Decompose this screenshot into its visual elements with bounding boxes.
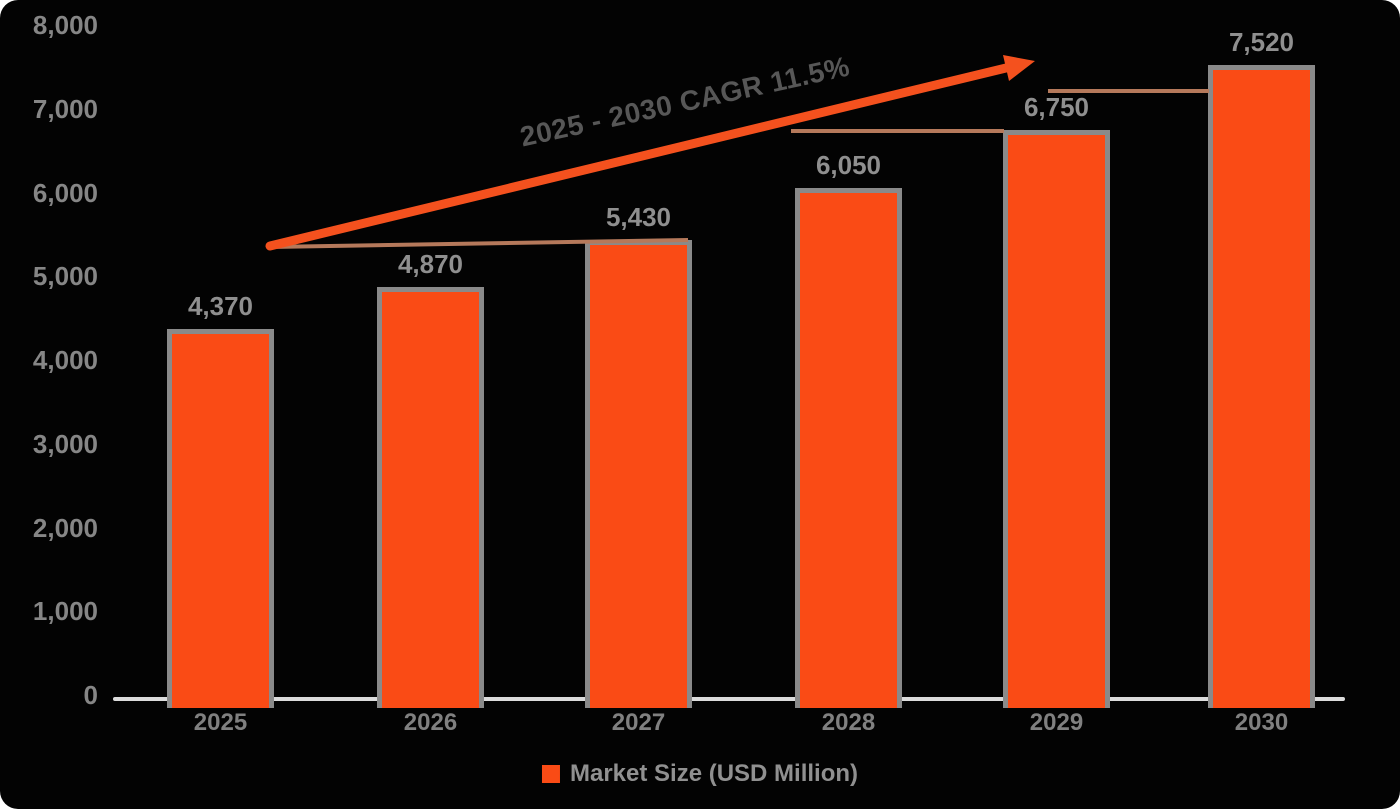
bar-2025 bbox=[167, 329, 274, 708]
x-axis-tick-label: 2028 bbox=[821, 709, 876, 736]
bar-value-label: 4,870 bbox=[397, 249, 464, 280]
legend: Market Size (USD Million) bbox=[541, 760, 859, 788]
x-axis-tick-label: 2030 bbox=[1234, 709, 1289, 736]
y-axis-tick-label: 6,000 bbox=[32, 177, 98, 208]
x-axis-line bbox=[113, 697, 1345, 701]
x-axis-tick-label: 2027 bbox=[611, 709, 666, 736]
y-axis-tick-label: 4,000 bbox=[32, 345, 98, 375]
bar-2028 bbox=[795, 188, 902, 708]
bar-value-label: 7,520 bbox=[1228, 27, 1295, 58]
bar-2029 bbox=[1003, 129, 1110, 708]
bar-2030 bbox=[1208, 65, 1315, 708]
x-axis-tick-label: 2029 bbox=[1029, 709, 1084, 736]
y-axis-tick-label: 7,000 bbox=[32, 93, 98, 124]
legend-swatch-icon bbox=[541, 765, 560, 783]
bar-value-label: 4,370 bbox=[187, 291, 254, 321]
legend-label: Market Size (USD Million) bbox=[569, 760, 859, 787]
bar-2026 bbox=[377, 287, 484, 708]
x-axis-tick-label: 2026 bbox=[403, 709, 458, 736]
x-axis-tick-label: 2025 bbox=[193, 709, 248, 736]
bar-value-label: 6,050 bbox=[815, 150, 882, 181]
y-axis-tick-label: 1,000 bbox=[32, 596, 98, 627]
bar-value-label: 6,750 bbox=[1023, 91, 1090, 122]
growth-arrow-head-icon bbox=[1003, 55, 1035, 81]
y-axis-tick-label: 8,000 bbox=[32, 10, 98, 40]
y-axis-tick-label: 5,000 bbox=[32, 261, 98, 292]
bar-2027 bbox=[585, 240, 692, 708]
bar-value-label: 5,430 bbox=[605, 202, 672, 233]
y-axis-tick-label: 0 bbox=[83, 680, 98, 710]
y-axis-tick-label: 2,000 bbox=[32, 512, 98, 543]
y-axis-tick-label: 3,000 bbox=[32, 428, 98, 459]
